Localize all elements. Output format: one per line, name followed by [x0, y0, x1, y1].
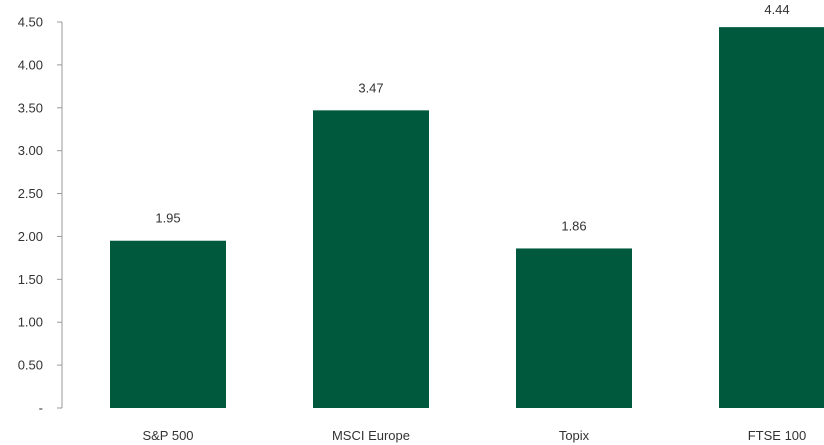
x-axis-labels: S&P 500 MSCI Europe Topix FTSE 100 — [142, 428, 806, 443]
x-tick-label: Topix — [559, 428, 590, 443]
bar — [313, 110, 429, 409]
y-tick-label: 2.00 — [18, 229, 43, 244]
y-tick-label: - — [39, 401, 43, 416]
y-tick-label: 3.00 — [18, 143, 43, 158]
y-tick-label: 4.00 — [18, 57, 43, 72]
y-axis: - 0.50 1.00 1.50 2.00 2.50 3.00 3.50 4.00 4.50 — [18, 15, 63, 416]
y-tick-label: 0.50 — [18, 358, 43, 373]
bar — [110, 240, 226, 408]
y-tick-label: 1.00 — [18, 315, 43, 330]
bars-group: 1.95 3.47 1.86 4.44 — [110, 2, 824, 409]
x-tick-label: MSCI Europe — [332, 428, 410, 443]
bar — [516, 248, 632, 408]
bar — [719, 27, 824, 408]
data-label: 1.95 — [155, 211, 180, 226]
y-tick-label: 3.50 — [18, 100, 43, 115]
y-tick-label: 1.50 — [18, 272, 43, 287]
data-label: 1.86 — [561, 218, 586, 233]
data-label: 3.47 — [358, 80, 383, 95]
y-tick-label: 2.50 — [18, 186, 43, 201]
x-tick-label: FTSE 100 — [748, 428, 807, 443]
y-tick-label: 4.50 — [18, 15, 43, 30]
data-label: 4.44 — [764, 2, 789, 17]
x-tick-label: S&P 500 — [142, 428, 193, 443]
